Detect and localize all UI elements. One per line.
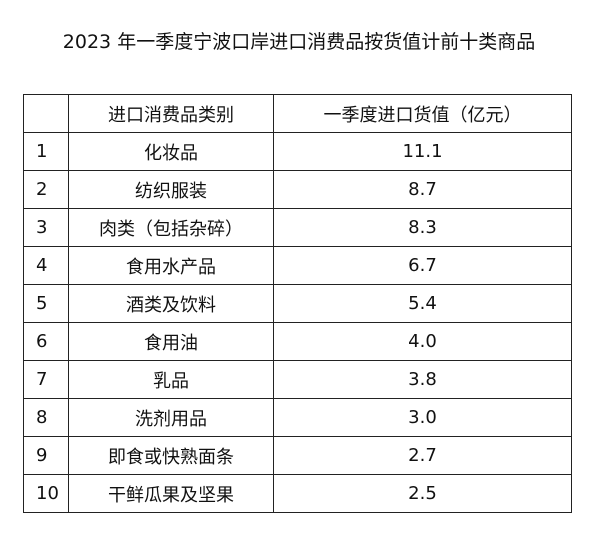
row-category: 纺织服装 bbox=[68, 170, 274, 209]
data-table: 进口消费品类别 一季度进口货值（亿元） 1 化妆品 11.1 2 纺织服装 8.… bbox=[23, 94, 572, 513]
row-value: 6.7 bbox=[273, 246, 572, 285]
row-value: 4.0 bbox=[273, 322, 572, 361]
row-category: 化妆品 bbox=[68, 132, 274, 171]
table-row: 5 酒类及饮料 5.4 bbox=[23, 284, 572, 323]
row-index: 4 bbox=[23, 246, 69, 285]
row-value: 2.7 bbox=[273, 436, 572, 475]
header-value: 一季度进口货值（亿元） bbox=[273, 94, 572, 133]
row-index: 9 bbox=[23, 436, 69, 475]
row-category: 即食或快熟面条 bbox=[68, 436, 274, 475]
row-category: 酒类及饮料 bbox=[68, 284, 274, 323]
row-value: 11.1 bbox=[273, 132, 572, 171]
table-row: 8 洗剂用品 3.0 bbox=[23, 398, 572, 437]
row-index: 2 bbox=[23, 170, 69, 209]
row-category: 肉类（包括杂碎） bbox=[68, 208, 274, 247]
row-value: 5.4 bbox=[273, 284, 572, 323]
table-row: 4 食用水产品 6.7 bbox=[23, 246, 572, 285]
table-row: 3 肉类（包括杂碎） 8.3 bbox=[23, 208, 572, 247]
row-index: 8 bbox=[23, 398, 69, 437]
table-row: 1 化妆品 11.1 bbox=[23, 132, 572, 171]
row-category: 乳品 bbox=[68, 360, 274, 399]
table-row: 2 纺织服装 8.7 bbox=[23, 170, 572, 209]
row-index: 10 bbox=[23, 474, 69, 513]
page-title: 2023 年一季度宁波口岸进口消费品按货值计前十类商品 bbox=[62, 31, 536, 53]
row-index: 1 bbox=[23, 132, 69, 171]
table-header-row: 进口消费品类别 一季度进口货值（亿元） bbox=[23, 94, 572, 133]
header-category: 进口消费品类别 bbox=[68, 94, 274, 133]
row-value: 8.3 bbox=[273, 208, 572, 247]
table-row: 6 食用油 4.0 bbox=[23, 322, 572, 361]
row-value: 3.0 bbox=[273, 398, 572, 437]
row-category: 洗剂用品 bbox=[68, 398, 274, 437]
row-category: 食用水产品 bbox=[68, 246, 274, 285]
table-row: 9 即食或快熟面条 2.7 bbox=[23, 436, 572, 475]
table-row: 10 干鲜瓜果及坚果 2.5 bbox=[23, 474, 572, 513]
row-value: 2.5 bbox=[273, 474, 572, 513]
row-category: 食用油 bbox=[68, 322, 274, 361]
row-value: 3.8 bbox=[273, 360, 572, 399]
row-index: 6 bbox=[23, 322, 69, 361]
header-index bbox=[23, 94, 69, 133]
row-value: 8.7 bbox=[273, 170, 572, 209]
row-index: 3 bbox=[23, 208, 69, 247]
table-row: 7 乳品 3.8 bbox=[23, 360, 572, 399]
row-index: 7 bbox=[23, 360, 69, 399]
row-category: 干鲜瓜果及坚果 bbox=[68, 474, 274, 513]
row-index: 5 bbox=[23, 284, 69, 323]
